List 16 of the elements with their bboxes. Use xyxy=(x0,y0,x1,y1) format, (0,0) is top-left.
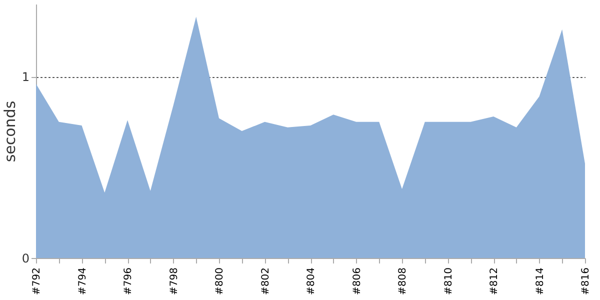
x-tick-label: #812 xyxy=(489,268,500,295)
y-tick-label: 0 xyxy=(22,252,30,266)
y-axis-title: seconds xyxy=(0,100,19,162)
x-tick-label: #810 xyxy=(443,268,454,295)
x-tick-label: #816 xyxy=(580,268,592,295)
x-tick-label: #792 xyxy=(32,268,42,295)
x-tick-label: #800 xyxy=(214,268,226,295)
x-tick-label: #804 xyxy=(306,268,317,295)
y-tick-label: 1 xyxy=(22,70,30,84)
x-tick-label: #814 xyxy=(534,268,546,295)
x-tick-label: #794 xyxy=(77,268,88,295)
x-tick-label: #796 xyxy=(123,268,134,295)
x-tick-label: #806 xyxy=(352,268,363,295)
x-tick-label: #808 xyxy=(398,268,408,295)
x-tick-label: #798 xyxy=(168,268,180,295)
x-tick-label: #802 xyxy=(260,268,272,295)
